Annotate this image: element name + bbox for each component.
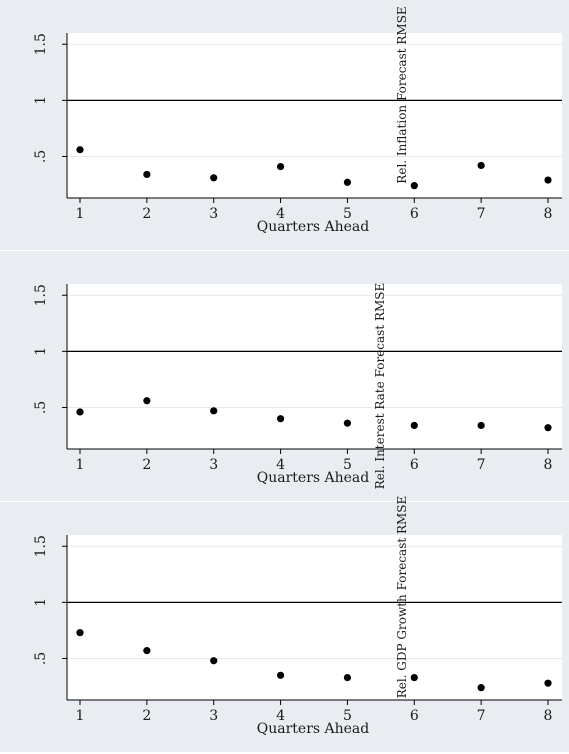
x-tick-label: 2 [142,708,151,724]
x-axis-title: Quarters Ahead [257,721,370,737]
data-point [410,421,418,430]
y-tick-label: 1.5 [33,33,49,55]
x-tick-label: 1 [76,708,85,724]
y-tick-label: 1.5 [33,535,49,557]
y-tick-label: 1 [33,347,49,356]
data-point [276,415,285,423]
x-tick-label: 3 [209,457,218,473]
data-point [210,174,218,182]
y-tick-label: 1 [33,96,49,105]
y-axis-title: Rel. Inflation Forecast RMSE [395,6,409,183]
data-point [143,170,151,179]
data-point [143,397,151,405]
data-point [477,421,485,430]
data-point [544,679,552,687]
data-point [210,657,218,665]
x-axis-title: Quarters Ahead [257,219,370,235]
y-tick-label: 1 [33,598,49,607]
chart-panel-2: .5 1 1.5 1 2 3 4 5 6 7 8 Quarters Ahead Rel. Interes… [0,251,569,501]
x-tick-label: 1 [76,457,85,473]
y-tick-label: .5 [33,652,49,665]
data-point [76,629,84,637]
x-tick-label: 4 [276,457,285,473]
x-tick-label: 5 [343,708,352,724]
x-tick-label: 6 [410,708,419,724]
data-point [210,407,218,415]
plot-area [67,284,562,449]
x-tick-label: 4 [276,206,285,222]
x-tick-label: 8 [544,708,553,724]
data-point [544,176,552,184]
x-tick-label: 3 [209,708,218,724]
x-tick-label: 8 [544,457,553,473]
y-tick-label: 1.5 [33,284,49,306]
data-point [477,161,485,170]
data-point [76,408,84,416]
data-point [276,671,285,679]
x-tick-label: 2 [142,457,151,473]
x-tick-label: 8 [544,206,553,222]
data-point [544,424,552,432]
x-tick-label: 2 [142,206,151,222]
x-axis-title: Quarters Ahead [257,470,370,486]
data-point [343,178,352,186]
data-point [343,419,352,427]
plot-area [67,33,562,198]
y-tick-label: .5 [33,150,49,163]
chart-panel-1: .5 1 1.5 1 2 3 4 5 6 7 8 Quarters Ahead Rel. Inflati… [0,0,569,250]
y-axis-title: Rel. Interest Rate Forecast RMSE [373,283,387,490]
x-tick-label: 7 [477,708,486,724]
data-point [343,673,352,682]
data-point [143,647,151,655]
data-point [477,684,485,692]
x-tick-label: 7 [477,206,486,222]
data-point [276,162,285,171]
x-tick-label: 5 [343,457,352,473]
x-tick-label: 7 [477,457,486,473]
x-tick-label: 6 [410,206,419,222]
plot-area [67,535,562,700]
x-tick-label: 1 [76,206,85,222]
y-tick-label: .5 [33,401,49,414]
x-tick-label: 6 [410,457,419,473]
x-tick-label: 4 [276,708,285,724]
data-point [410,673,418,682]
data-point [76,146,84,154]
y-axis-title: Rel. GDP Growth Forecast RMSE [395,496,409,699]
x-tick-label: 5 [343,206,352,222]
x-tick-label: 3 [209,206,218,222]
chart-panel-3: .5 1 1.5 1 2 3 4 5 6 7 8 Quarters Ahead Rel. GDP Gro… [0,496,569,752]
data-point [410,182,418,190]
